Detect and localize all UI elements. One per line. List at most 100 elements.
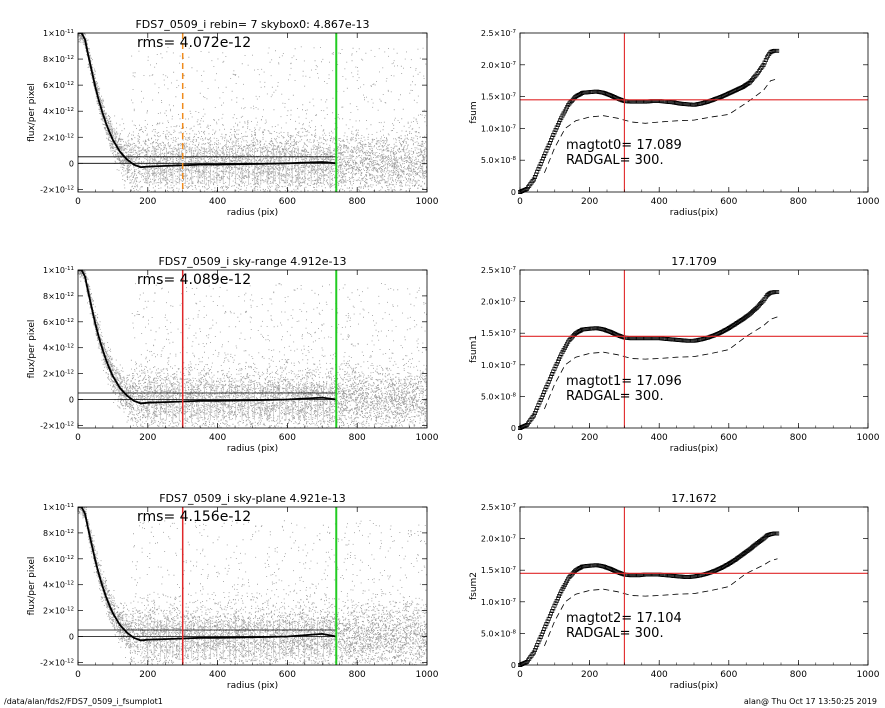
x-tick-label: 200	[581, 197, 598, 207]
y-axis-label: fsum2	[469, 572, 479, 600]
x-tick-label: 400	[651, 197, 668, 207]
y-tick-label: 0	[511, 661, 516, 670]
x-tick-label: 600	[720, 670, 737, 680]
y-tick-label: 2.0×10-7	[481, 298, 517, 307]
y-tick-label: 1.5×10-7	[481, 329, 517, 338]
plot-area	[78, 507, 427, 665]
radial-profile-line	[78, 507, 337, 642]
y-tick-label: -2×10-12	[40, 185, 74, 194]
cumulative-flux-panel-3: 0 200 400 600 800 1000 2.5×10-7 2.0×10-7 1.5×10-…	[469, 255, 880, 454]
x-tick-label: 800	[349, 433, 366, 443]
y-tick-label: 2×10-12	[43, 370, 74, 379]
x-tick-label: 800	[349, 670, 366, 680]
x-tick-label: 1000	[857, 197, 880, 207]
x-tick-label: 400	[209, 433, 226, 443]
y-axis-label: fsum1	[469, 335, 479, 363]
magtot-annotation: magtot0= 17.089	[566, 138, 682, 153]
timestamp-label: alan@ Thu Oct 17 13:50:25 2019	[743, 697, 877, 706]
x-tick-label: 200	[139, 197, 156, 207]
y-tick-label: 0	[511, 188, 516, 197]
plot-frame	[519, 32, 869, 193]
fsum-markers	[518, 48, 780, 194]
scatter-points	[78, 33, 427, 192]
x-tick-label: 400	[651, 670, 668, 680]
panel-title: 17.1709	[671, 255, 717, 268]
x-axis-label: radius(pix)	[670, 681, 718, 691]
y-tick-label: 1.0×10-7	[481, 124, 517, 133]
x-tick-label: 200	[581, 433, 598, 443]
radgal-annotation: RADGAL= 300.	[566, 626, 664, 641]
dashed-flux-curve	[544, 78, 778, 174]
rms-annotation: rms= 4.072e-12	[137, 35, 251, 51]
y-tick-label: 6×10-12	[43, 318, 74, 327]
x-tick-label: 200	[139, 670, 156, 680]
plot-frame	[519, 269, 869, 429]
flux-profile-panel-2: 0 200 400 600 800 1000 1×10-11 8×10-12 6×10-12 4×…	[27, 255, 439, 454]
x-tick-label: 600	[720, 197, 737, 207]
x-tick-label: 600	[279, 433, 296, 443]
y-tick-label: 6×10-12	[43, 555, 74, 564]
x-axis-label: radius (pix)	[227, 681, 278, 691]
y-tick-label: 1.0×10-7	[481, 361, 517, 370]
y-tick-label: 2.5×10-7	[481, 503, 517, 512]
y-tick-label: 2.0×10-7	[481, 535, 517, 544]
fsum-markers	[518, 290, 780, 430]
cumulative-flux-panel-1: 0 200 400 600 800 1000 2.5×10-7 2.0×10-7 1.5×10-…	[469, 29, 880, 218]
x-tick-label: 400	[209, 670, 226, 680]
x-tick-label: 0	[75, 197, 81, 207]
x-tick-label: 200	[139, 433, 156, 443]
y-tick-label: 2×10-12	[43, 133, 74, 142]
dashed-flux-curve	[544, 316, 778, 410]
x-tick-label: 600	[279, 670, 296, 680]
y-tick-label: -2×10-12	[40, 421, 74, 430]
y-tick-label: 8×10-12	[43, 292, 74, 301]
x-tick-label: 1000	[416, 197, 439, 207]
y-tick-label: 6×10-12	[43, 81, 74, 90]
radial-profile-line	[78, 33, 337, 169]
dashed-flux-curve	[544, 558, 778, 647]
x-tick-label: 1000	[857, 670, 880, 680]
panel-title: FDS7_0509_i sky-plane 4.921e-13	[159, 492, 346, 505]
flux-profile-panel-4: 0 200 400 600 800 1000 1×10-11 8×10-12 6×10-12 4×…	[27, 492, 439, 691]
x-tick-label: 800	[790, 670, 807, 680]
y-axis-label: flux/per pixel	[27, 557, 37, 616]
y-tick-label: 2.5×10-7	[481, 266, 517, 275]
x-tick-label: 0	[517, 197, 523, 207]
x-tick-label: 0	[75, 433, 81, 443]
y-tick-label: 1×10-11	[43, 503, 74, 512]
x-tick-label: 1000	[857, 433, 880, 443]
y-tick-label: 8×10-12	[43, 55, 74, 64]
x-tick-label: 400	[651, 433, 668, 443]
panel-title: FDS7_0509_i sky-range 4.912e-13	[158, 255, 346, 268]
rms-annotation: rms= 4.089e-12	[137, 272, 251, 288]
x-tick-label: 0	[517, 433, 523, 443]
x-tick-label: 600	[720, 433, 737, 443]
y-tick-label: 1.5×10-7	[481, 566, 517, 575]
scatter-points	[78, 270, 427, 428]
y-tick-label: 5.0×10-8	[481, 156, 517, 165]
radgal-annotation: RADGAL= 300.	[566, 389, 664, 404]
y-tick-label: 1.0×10-7	[481, 598, 517, 607]
y-tick-label: 1.5×10-7	[481, 93, 517, 102]
y-tick-label: 1×10-11	[43, 29, 74, 38]
y-tick-label: -2×10-12	[40, 658, 74, 667]
magtot-annotation: magtot2= 17.104	[566, 611, 682, 626]
x-tick-label: 800	[349, 197, 366, 207]
x-tick-label: 0	[517, 670, 523, 680]
y-tick-label: 2×10-12	[43, 607, 74, 616]
x-tick-label: 600	[279, 197, 296, 207]
radgal-annotation: RADGAL= 300.	[566, 153, 664, 168]
fsum-markers	[518, 531, 780, 667]
panel-title: 17.1672	[671, 492, 717, 505]
y-tick-label: 0	[69, 159, 74, 168]
x-axis-label: radius(pix)	[670, 208, 718, 218]
file-path-label: /data/alan/fds2/FDS7_0509_i_fsumplot1	[4, 697, 163, 706]
y-axis-label: flux/per pixel	[27, 320, 37, 379]
panel-title: FDS7_0509_i rebin= 7 skybox0: 4.867e-13	[135, 18, 369, 31]
x-tick-label: 800	[790, 197, 807, 207]
x-tick-label: 1000	[416, 433, 439, 443]
y-tick-label: 4×10-12	[43, 344, 74, 353]
flux-profile-panel-0: 0 200 400 600 800 1000 1×10-11 8×10-12 6×10-12 4×…	[27, 18, 439, 218]
x-axis-label: radius (pix)	[227, 208, 278, 218]
